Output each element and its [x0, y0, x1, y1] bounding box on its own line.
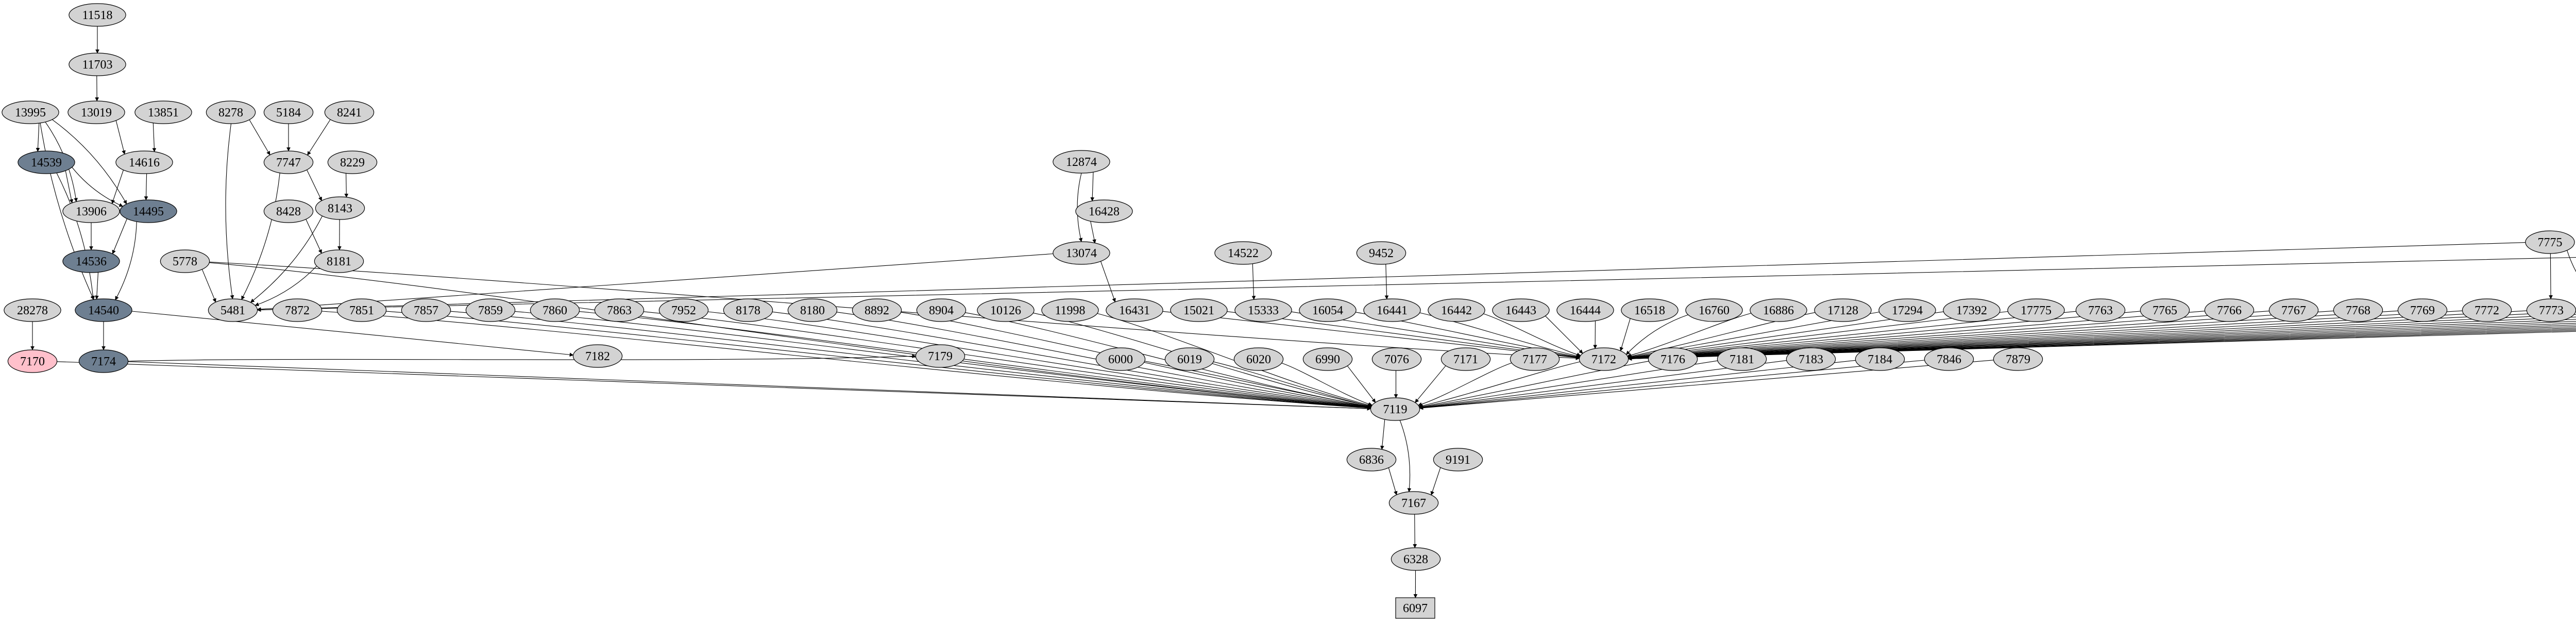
svg-text:11703: 11703 [82, 58, 112, 72]
svg-text:7747: 7747 [276, 156, 301, 170]
svg-text:6019: 6019 [1177, 353, 1202, 366]
svg-text:13851: 13851 [148, 106, 179, 120]
svg-text:9452: 9452 [1369, 247, 1394, 260]
svg-text:16886: 16886 [1763, 304, 1794, 317]
svg-text:7174: 7174 [91, 355, 116, 368]
svg-text:10126: 10126 [990, 304, 1021, 317]
svg-text:7179: 7179 [928, 350, 953, 363]
svg-text:7177: 7177 [1522, 353, 1547, 366]
svg-text:7765: 7765 [2153, 304, 2177, 317]
svg-text:8178: 8178 [736, 304, 760, 317]
svg-text:28278: 28278 [17, 304, 48, 317]
svg-text:13074: 13074 [1066, 247, 1097, 260]
svg-text:16518: 16518 [1634, 304, 1665, 317]
svg-text:14616: 14616 [129, 156, 160, 170]
svg-text:11998: 11998 [1055, 304, 1085, 317]
svg-text:6097: 6097 [1403, 602, 1428, 615]
svg-text:7851: 7851 [349, 304, 374, 317]
svg-text:7952: 7952 [671, 304, 696, 317]
svg-text:16431: 16431 [1119, 304, 1150, 317]
svg-text:17775: 17775 [2021, 304, 2052, 317]
svg-text:16443: 16443 [1505, 304, 1536, 317]
svg-text:7183: 7183 [1799, 353, 1823, 366]
svg-text:7859: 7859 [478, 304, 503, 317]
svg-text:9191: 9191 [1446, 453, 1470, 467]
svg-text:7763: 7763 [2088, 304, 2113, 317]
svg-text:6836: 6836 [1359, 453, 1384, 467]
svg-text:14522: 14522 [1228, 247, 1259, 260]
svg-text:11518: 11518 [82, 9, 112, 22]
svg-text:7119: 7119 [1383, 403, 1407, 416]
svg-text:7768: 7768 [2346, 304, 2370, 317]
svg-text:8229: 8229 [340, 156, 365, 170]
svg-text:7176: 7176 [1660, 353, 1685, 366]
svg-text:15021: 15021 [1183, 304, 1214, 317]
svg-text:13019: 13019 [81, 106, 112, 120]
svg-text:14536: 14536 [76, 255, 107, 268]
svg-text:6328: 6328 [1403, 553, 1428, 566]
svg-text:8181: 8181 [327, 255, 351, 268]
svg-text:7181: 7181 [1730, 353, 1754, 366]
svg-text:16054: 16054 [1312, 304, 1343, 317]
svg-text:7775: 7775 [2538, 236, 2563, 249]
svg-text:7171: 7171 [1453, 353, 1478, 366]
svg-text:7860: 7860 [543, 304, 567, 317]
svg-text:17294: 17294 [1892, 304, 1923, 317]
svg-text:12874: 12874 [1066, 156, 1097, 169]
svg-text:14495: 14495 [133, 205, 164, 218]
svg-text:6990: 6990 [1315, 353, 1340, 366]
svg-text:16442: 16442 [1441, 304, 1472, 317]
svg-text:7879: 7879 [2006, 353, 2030, 366]
svg-text:5184: 5184 [276, 106, 301, 120]
svg-text:7863: 7863 [607, 304, 632, 317]
svg-text:7766: 7766 [2217, 304, 2242, 317]
svg-text:7767: 7767 [2281, 304, 2306, 317]
svg-text:15333: 15333 [1248, 304, 1279, 317]
svg-text:8180: 8180 [800, 304, 825, 317]
svg-text:5481: 5481 [221, 304, 245, 317]
svg-text:8904: 8904 [929, 304, 954, 317]
svg-text:16444: 16444 [1570, 304, 1601, 317]
svg-text:8278: 8278 [218, 106, 243, 120]
svg-text:7772: 7772 [2475, 304, 2499, 317]
svg-text:14539: 14539 [31, 156, 62, 170]
svg-text:16428: 16428 [1089, 205, 1120, 218]
svg-text:7172: 7172 [1591, 353, 1616, 366]
svg-text:5778: 5778 [173, 255, 197, 268]
svg-text:8428: 8428 [276, 205, 301, 218]
svg-text:8143: 8143 [328, 202, 352, 215]
svg-text:7167: 7167 [1401, 497, 1426, 510]
svg-text:17128: 17128 [1827, 304, 1858, 317]
svg-text:7076: 7076 [1384, 353, 1409, 366]
svg-text:7846: 7846 [1937, 353, 1961, 366]
svg-text:7170: 7170 [20, 355, 45, 368]
svg-text:7182: 7182 [585, 350, 610, 363]
svg-text:13995: 13995 [15, 106, 46, 120]
svg-text:16441: 16441 [1377, 304, 1408, 317]
svg-text:7857: 7857 [414, 304, 438, 317]
svg-text:7769: 7769 [2410, 304, 2435, 317]
svg-text:7872: 7872 [285, 304, 310, 317]
svg-text:16760: 16760 [1699, 304, 1730, 317]
svg-text:7184: 7184 [1868, 353, 1892, 366]
svg-text:7773: 7773 [2539, 304, 2564, 317]
svg-text:8892: 8892 [865, 304, 889, 317]
svg-text:14540: 14540 [88, 304, 119, 317]
svg-text:17392: 17392 [1956, 304, 1987, 317]
svg-text:6000: 6000 [1108, 353, 1133, 366]
svg-text:13906: 13906 [76, 205, 107, 218]
svg-text:6020: 6020 [1246, 353, 1271, 366]
svg-text:8241: 8241 [337, 106, 362, 120]
